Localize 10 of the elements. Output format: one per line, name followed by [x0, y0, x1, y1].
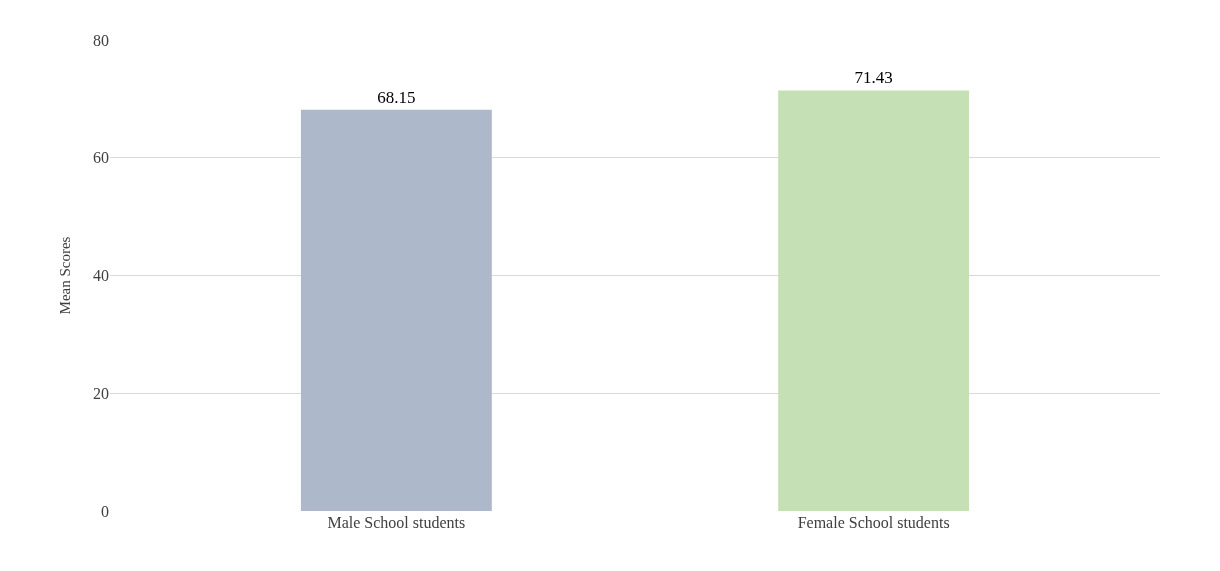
x-tick-label: Male School students [327, 514, 466, 531]
x-tick-label: Female School students [797, 514, 950, 531]
y-tick-label: 60 [93, 149, 109, 167]
y-tick-label: 80 [93, 31, 109, 49]
data-label: 71.43 [854, 68, 893, 88]
y-tick-label: 0 [101, 502, 109, 520]
y-tick-label: 20 [93, 384, 109, 402]
data-label: 68.15 [377, 87, 416, 107]
y-axis-title: Mean Scores [57, 236, 73, 315]
y-tick-label: 40 [93, 267, 109, 285]
